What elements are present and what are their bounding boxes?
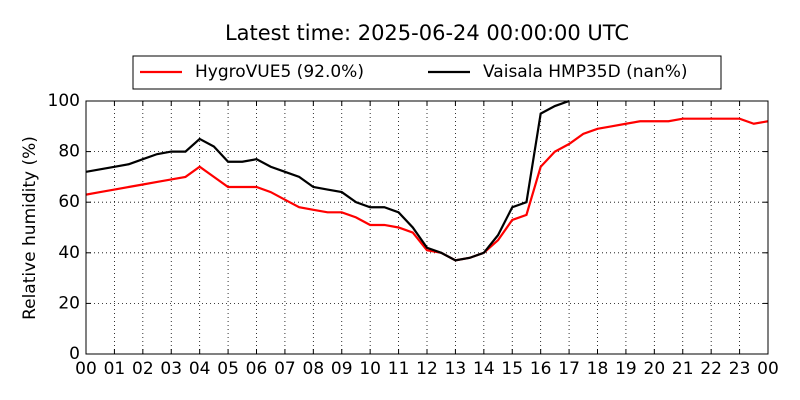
x-tick-label: 20 xyxy=(644,359,666,379)
plot-frame xyxy=(85,100,769,355)
x-tick-label: 10 xyxy=(359,359,381,379)
x-tick-label: 05 xyxy=(217,359,239,379)
x-tick-label: 06 xyxy=(246,359,268,379)
y-axis-label: Relative humidity (%) xyxy=(20,136,40,320)
x-tick-label: 03 xyxy=(160,359,182,379)
y-tick-label: 100 xyxy=(48,91,80,111)
x-tick-label: 07 xyxy=(274,359,296,379)
x-tick-label: 18 xyxy=(587,359,609,379)
x-tick-label: 17 xyxy=(558,359,580,379)
x-tick-label: 00 xyxy=(75,359,97,379)
x-tick-label: 09 xyxy=(331,359,353,379)
y-tick-label: 60 xyxy=(58,192,80,212)
y-tick-label: 20 xyxy=(58,293,80,313)
x-tick-label: 00 xyxy=(757,359,779,379)
legend-label: HygroVUE5 (92.0%) xyxy=(195,62,364,82)
x-tick-label: 04 xyxy=(189,359,211,379)
line-series xyxy=(86,100,570,262)
x-tick-label: 08 xyxy=(303,359,325,379)
y-tick-label: 40 xyxy=(58,243,80,263)
x-tick-label: 21 xyxy=(672,359,694,379)
x-tick-label: 11 xyxy=(388,359,410,379)
line-series xyxy=(86,117,768,262)
x-tick-label: 16 xyxy=(530,359,552,379)
chart-title: Latest time: 2025-06-24 00:00:00 UTC xyxy=(225,21,629,45)
x-tick-label: 02 xyxy=(132,359,154,379)
x-tick-label: 12 xyxy=(416,359,438,379)
x-tick-label: 01 xyxy=(104,359,126,379)
x-tick-label: 14 xyxy=(473,359,495,379)
x-tick-label: 13 xyxy=(445,359,467,379)
legend-label: Vaisala HMP35D (nan%) xyxy=(483,62,687,82)
x-tick-label: 15 xyxy=(501,359,523,379)
legend-box xyxy=(132,55,722,90)
y-tick-label: 80 xyxy=(58,142,80,162)
y-tick-label: 0 xyxy=(69,344,80,364)
x-tick-label: 19 xyxy=(615,359,637,379)
x-tick-label: 22 xyxy=(700,359,722,379)
x-tick-label: 23 xyxy=(729,359,751,379)
